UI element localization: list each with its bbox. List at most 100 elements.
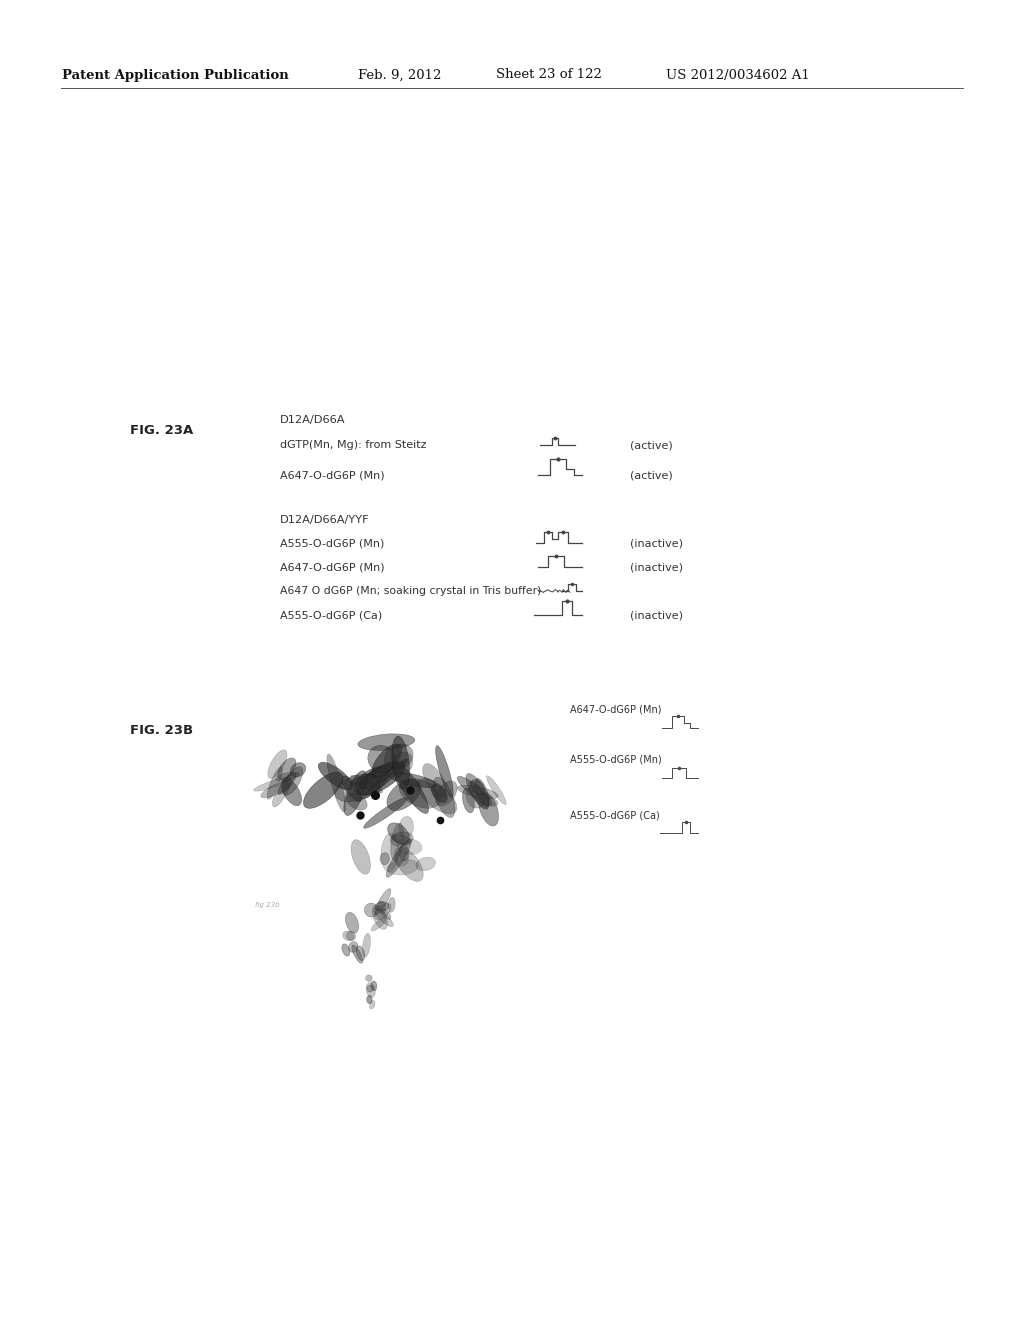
Ellipse shape (282, 779, 302, 805)
Ellipse shape (272, 775, 292, 807)
Ellipse shape (387, 779, 421, 810)
Text: (active): (active) (630, 470, 673, 480)
Ellipse shape (399, 817, 414, 838)
Ellipse shape (349, 941, 357, 952)
Ellipse shape (380, 853, 389, 865)
Ellipse shape (435, 746, 454, 797)
Ellipse shape (372, 744, 401, 777)
Ellipse shape (370, 1001, 375, 1008)
Text: US 2012/0034602 A1: US 2012/0034602 A1 (666, 69, 810, 82)
Ellipse shape (431, 784, 447, 803)
Ellipse shape (366, 975, 372, 981)
Text: FIG. 23B: FIG. 23B (130, 723, 194, 737)
Text: A647-O-dG6P (Mn): A647-O-dG6P (Mn) (280, 562, 385, 572)
Ellipse shape (335, 774, 380, 801)
Ellipse shape (275, 772, 299, 781)
Text: A647-O-dG6P (Mn): A647-O-dG6P (Mn) (570, 705, 662, 715)
Text: (inactive): (inactive) (630, 610, 683, 620)
Ellipse shape (386, 840, 412, 878)
Ellipse shape (475, 779, 489, 807)
Text: A647 O dG6P (Mn; soaking crystal in Tris buffer): A647 O dG6P (Mn; soaking crystal in Tris… (280, 586, 542, 597)
Ellipse shape (380, 908, 391, 919)
Ellipse shape (387, 859, 419, 875)
Text: fig 23b: fig 23b (255, 902, 280, 908)
Ellipse shape (458, 785, 499, 799)
Ellipse shape (375, 888, 391, 915)
Ellipse shape (362, 933, 371, 957)
Ellipse shape (435, 781, 457, 807)
Ellipse shape (463, 788, 474, 813)
Ellipse shape (486, 776, 506, 805)
Ellipse shape (388, 822, 410, 843)
Ellipse shape (466, 774, 488, 808)
Ellipse shape (342, 944, 350, 956)
Ellipse shape (356, 946, 365, 961)
Ellipse shape (350, 775, 383, 793)
Ellipse shape (318, 763, 352, 789)
Ellipse shape (367, 985, 374, 993)
Text: A555-O-dG6P (Ca): A555-O-dG6P (Ca) (570, 810, 659, 820)
Ellipse shape (343, 931, 353, 941)
Ellipse shape (367, 983, 375, 998)
Ellipse shape (388, 898, 395, 912)
Ellipse shape (375, 902, 389, 911)
Ellipse shape (392, 737, 410, 789)
Text: D12A/D66A: D12A/D66A (280, 414, 345, 425)
Ellipse shape (261, 781, 290, 797)
Ellipse shape (346, 932, 355, 941)
Ellipse shape (354, 767, 389, 795)
Ellipse shape (303, 772, 343, 808)
Ellipse shape (345, 912, 358, 933)
Text: A647-O-dG6P (Mn): A647-O-dG6P (Mn) (280, 470, 385, 480)
Ellipse shape (373, 906, 387, 929)
Ellipse shape (381, 833, 398, 871)
Ellipse shape (291, 763, 306, 776)
Ellipse shape (346, 793, 368, 810)
Text: A555-O-dG6P (Mn): A555-O-dG6P (Mn) (570, 755, 662, 766)
Text: (active): (active) (630, 440, 673, 450)
Text: dGTP(Mn, Mg): from Steitz: dGTP(Mn, Mg): from Steitz (280, 440, 427, 450)
Ellipse shape (433, 777, 455, 817)
Ellipse shape (342, 776, 361, 801)
Ellipse shape (283, 767, 303, 795)
Ellipse shape (350, 774, 377, 785)
Ellipse shape (467, 787, 484, 808)
Ellipse shape (469, 781, 488, 809)
Ellipse shape (423, 763, 446, 797)
Text: Sheet 23 of 122: Sheet 23 of 122 (496, 69, 602, 82)
Ellipse shape (374, 908, 393, 927)
Ellipse shape (394, 851, 409, 866)
Text: FIG. 23A: FIG. 23A (130, 424, 194, 437)
Text: A555-O-dG6P (Mn): A555-O-dG6P (Mn) (280, 539, 384, 548)
Ellipse shape (475, 795, 498, 807)
Ellipse shape (344, 771, 367, 816)
Ellipse shape (399, 779, 440, 808)
Ellipse shape (375, 903, 391, 920)
Ellipse shape (384, 744, 413, 770)
Ellipse shape (371, 981, 377, 991)
Ellipse shape (365, 903, 378, 917)
Ellipse shape (357, 762, 406, 795)
Ellipse shape (358, 734, 415, 750)
Ellipse shape (267, 767, 283, 799)
Ellipse shape (394, 847, 423, 882)
Ellipse shape (368, 746, 395, 772)
Ellipse shape (395, 764, 429, 813)
Ellipse shape (278, 774, 296, 795)
Ellipse shape (391, 822, 403, 861)
Text: Patent Application Publication: Patent Application Publication (62, 69, 289, 82)
Ellipse shape (390, 832, 413, 846)
Ellipse shape (392, 834, 411, 845)
Ellipse shape (378, 902, 385, 913)
Ellipse shape (392, 752, 413, 775)
Ellipse shape (352, 945, 362, 964)
Ellipse shape (458, 776, 492, 805)
Ellipse shape (397, 838, 422, 854)
Text: (inactive): (inactive) (630, 539, 683, 548)
Ellipse shape (359, 763, 397, 788)
Text: Feb. 9, 2012: Feb. 9, 2012 (358, 69, 441, 82)
Ellipse shape (372, 917, 386, 931)
Ellipse shape (327, 754, 345, 812)
Ellipse shape (278, 758, 296, 779)
Ellipse shape (416, 857, 435, 871)
